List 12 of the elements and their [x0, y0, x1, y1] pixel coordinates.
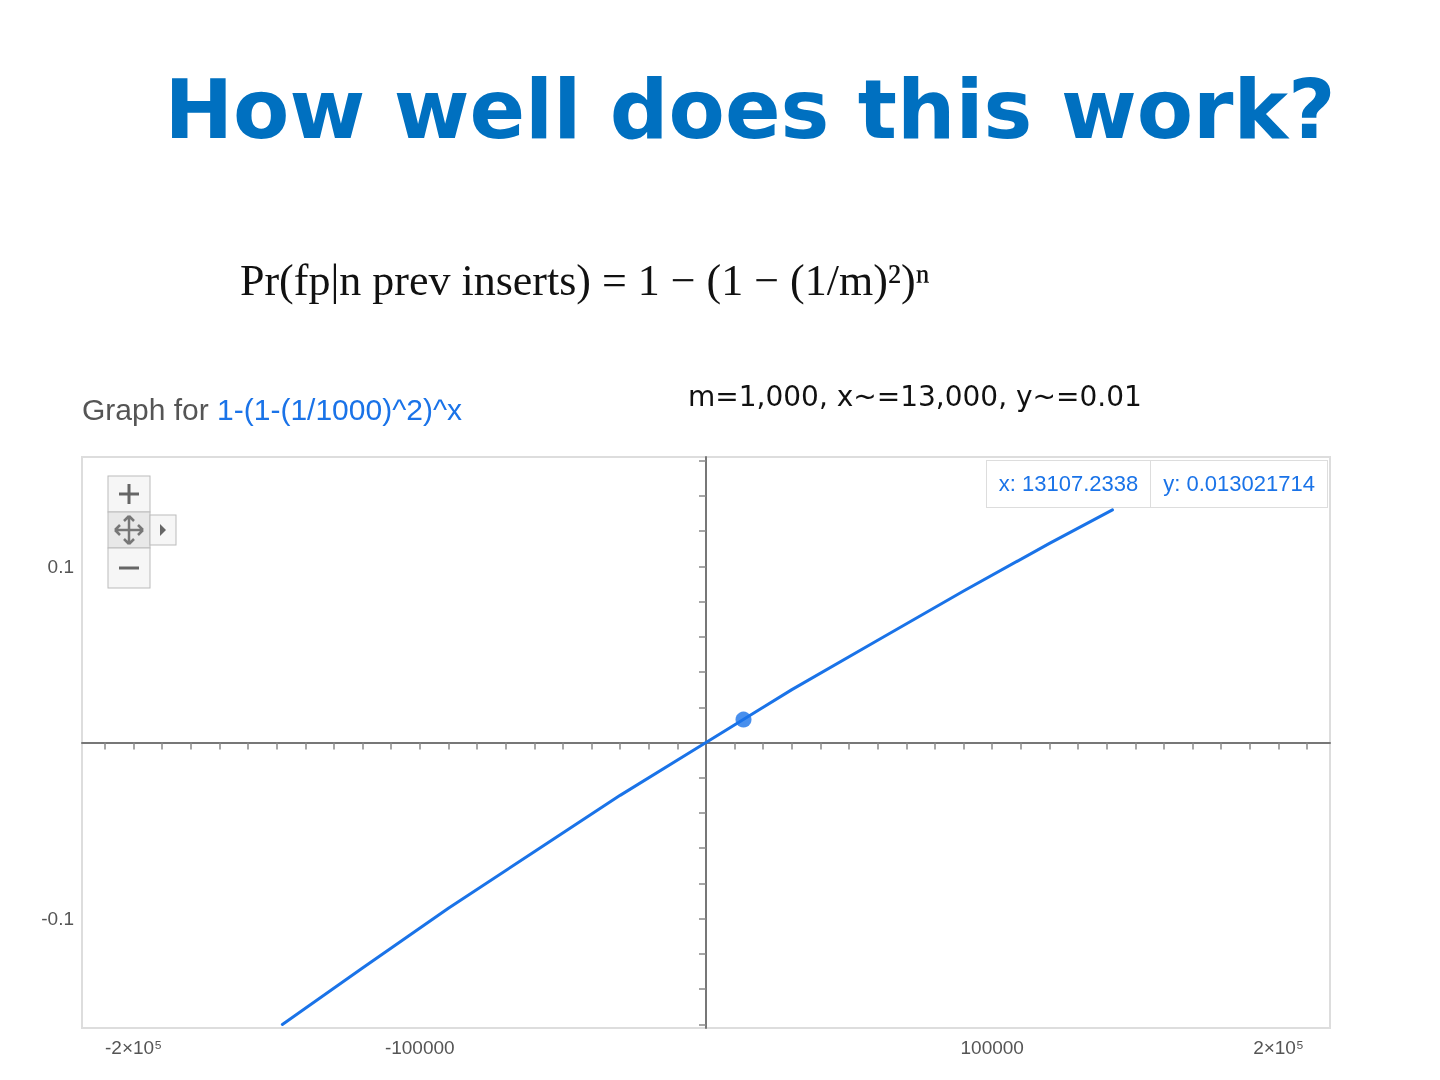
x-tick-label: -2×10⁵ — [105, 1037, 163, 1058]
annotation: x: 13107.2338 — [997, 470, 1140, 498]
annotation: y: 0.013021714 — [1150, 461, 1327, 507]
chart-subtitle: Graph for 1-(1-(1/1000)^2)^x — [82, 393, 462, 427]
chart-title: How well does this work? — [163, 62, 1337, 157]
x-tick-label: -100000 — [384, 1037, 455, 1058]
y-tick-label: -0.1 — [41, 908, 74, 930]
text: m=1,000, x~=13,000, y~=0.01 — [688, 380, 1142, 413]
y-tick-label: 0.1 — [47, 555, 74, 577]
text: Pr(fp|n prev inserts) = 1 − (1 − (1/m)²)ⁿ — [240, 255, 930, 306]
x-tick-label: 2×10⁵ — [1253, 1037, 1304, 1058]
x-tick-label: 100000 — [960, 1037, 1024, 1058]
